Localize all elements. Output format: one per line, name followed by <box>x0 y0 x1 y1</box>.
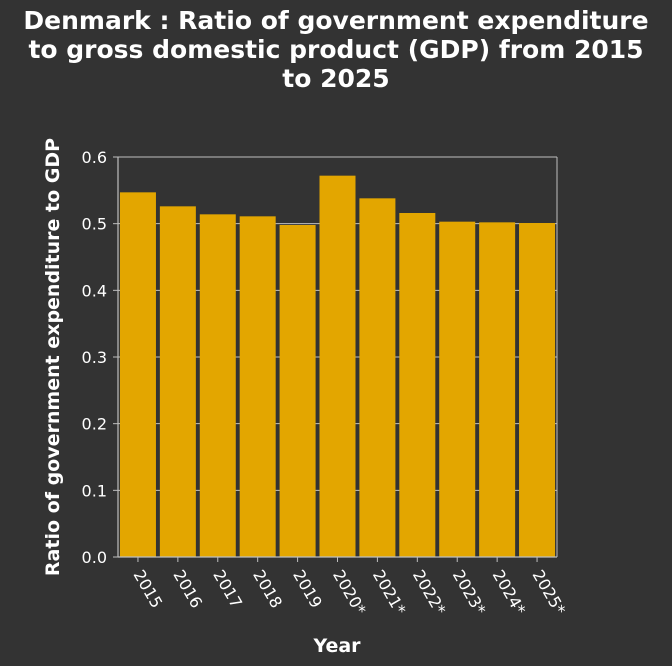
x-tick-label: 2018 <box>249 567 286 612</box>
bar-2015 <box>119 192 156 558</box>
x-tick-label: 2025* <box>529 567 570 619</box>
x-tick-label: 2016 <box>169 567 206 612</box>
chart-title: Denmark : Ratio of government expenditur… <box>23 6 648 93</box>
x-tick-label: 2021* <box>369 567 410 619</box>
chart-title-line-2: to gross domestic product (GDP) from 201… <box>28 35 643 64</box>
y-tick-label: 0.2 <box>82 415 107 434</box>
x-tick-label: 2015 <box>129 567 166 612</box>
y-tick-label: 0.0 <box>82 548 107 567</box>
x-tick-labels: 2015 2016 2017 2018 2019 2020* 2021* 2022* 2023*… <box>129 567 569 619</box>
y-axis-title: Ratio of government expenditure to GDP <box>42 138 64 576</box>
x-tick-label: 2019 <box>289 567 326 612</box>
chart-title-line-1: Denmark : Ratio of government expenditur… <box>23 6 648 35</box>
bars <box>119 175 556 558</box>
bar-2021-est <box>359 198 396 558</box>
axes <box>113 156 558 562</box>
bar-2023-est <box>439 221 476 557</box>
y-tick-label: 0.5 <box>82 215 107 234</box>
y-tick-label: 0.1 <box>82 481 107 500</box>
x-tick-label: 2017 <box>209 567 246 612</box>
bar-2022-est <box>399 213 436 557</box>
y-tick-labels: 0.0 0.1 0.2 0.3 0.4 0.5 0.6 <box>82 148 107 567</box>
bar-2024-est <box>479 222 516 558</box>
x-axis-title: Year <box>312 635 361 657</box>
y-tick-label: 0.4 <box>82 281 107 300</box>
y-tick-label: 0.6 <box>82 148 107 167</box>
bar-2025-est <box>519 223 556 557</box>
chart-title-line-3: to 2025 <box>282 64 389 93</box>
x-tick-label: 2020* <box>329 567 370 619</box>
bar-2020-est <box>319 175 356 557</box>
bar-2018 <box>239 216 276 558</box>
x-tick-label: 2024* <box>489 567 530 619</box>
bar-2016 <box>159 206 196 558</box>
bar-2017 <box>199 214 236 558</box>
bar-2019 <box>279 225 316 557</box>
x-tick-label: 2023* <box>449 567 490 619</box>
y-tick-label: 0.3 <box>82 348 107 367</box>
x-tick-label: 2022* <box>409 567 450 619</box>
